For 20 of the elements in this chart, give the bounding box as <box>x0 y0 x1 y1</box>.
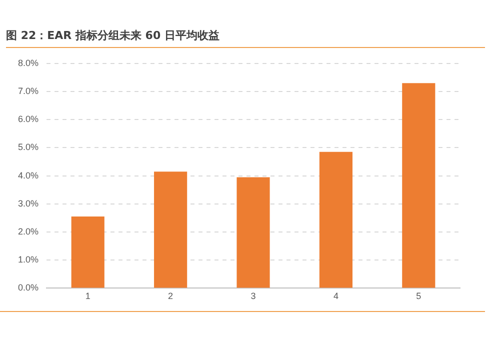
y-tick-label: 1.0% <box>18 254 39 265</box>
x-tick-label: 2 <box>168 291 174 302</box>
y-tick-label: 2.0% <box>18 226 39 236</box>
x-tick-label: 5 <box>416 291 422 302</box>
bar <box>71 216 104 288</box>
y-tick-label: 7.0% <box>18 86 39 96</box>
bar <box>402 83 436 288</box>
x-tick-label: 1 <box>85 291 90 302</box>
bar <box>319 152 352 288</box>
y-tick-label: 5.0% <box>18 142 39 152</box>
bar <box>236 177 270 288</box>
y-tick-label: 3.0% <box>18 198 39 208</box>
y-tick-label: 4.0% <box>18 170 39 180</box>
chart-title: 图 22：EAR 指标分组未来 60 日平均收益 <box>6 28 485 48</box>
y-tick-label: 8.0% <box>18 58 39 68</box>
x-tick-label: 4 <box>333 291 338 302</box>
bar <box>154 172 188 288</box>
x-tick-label: 3 <box>250 291 256 302</box>
y-tick-label: 6.0% <box>18 114 39 124</box>
y-tick-label: 0.0% <box>18 282 39 293</box>
